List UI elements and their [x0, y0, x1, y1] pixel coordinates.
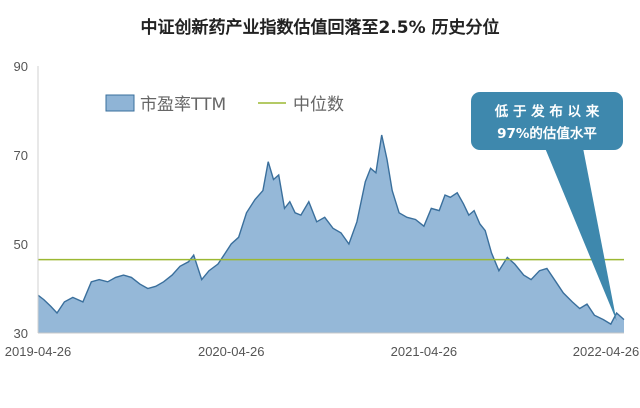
callout-line-2: 97%的估值水平: [497, 125, 597, 142]
y-tick-label: 90: [14, 59, 28, 74]
y-tick-label: 50: [14, 237, 28, 252]
callout-box: [471, 92, 623, 150]
legend-median-label: 中位数: [293, 95, 344, 115]
callout-annotation: 低 于 发 布 以 来 97%的估值水平: [471, 92, 623, 321]
x-axis-ticks: 2019-04-26 2020-04-26 2021-04-26 2022-04-26: [5, 344, 640, 359]
y-tick-label: 30: [14, 326, 28, 341]
plot-area: [37, 66, 625, 334]
legend: 市盈率TTM 中位数: [105, 94, 344, 115]
chart-title: 中证创新药产业指数估值回落至2.5% 历史分位: [140, 17, 499, 38]
x-tick-label: 2022-04-26: [573, 344, 640, 359]
legend-area-swatch: [105, 94, 135, 112]
callout-pointer: [545, 148, 617, 321]
y-tick-label: 70: [14, 148, 28, 163]
legend-area-label: 市盈率TTM: [140, 95, 226, 115]
y-axis-ticks: 30 50 70 90: [14, 59, 28, 341]
pe-ttm-line: [37, 134, 625, 326]
pe-ttm-area: [38, 135, 624, 333]
x-tick-label: 2020-04-26: [198, 344, 265, 359]
callout-line-1: 低 于 发 布 以 来: [494, 103, 600, 120]
x-tick-label: 2021-04-26: [391, 344, 458, 359]
x-tick-label: 2019-04-26: [5, 344, 72, 359]
